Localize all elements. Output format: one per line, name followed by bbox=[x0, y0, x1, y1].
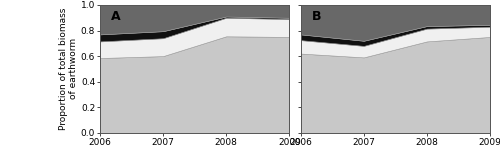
Y-axis label: Proportion of total biomass
of earthworm: Proportion of total biomass of earthworm bbox=[58, 8, 78, 130]
Text: B: B bbox=[312, 10, 322, 23]
Text: A: A bbox=[112, 10, 121, 23]
